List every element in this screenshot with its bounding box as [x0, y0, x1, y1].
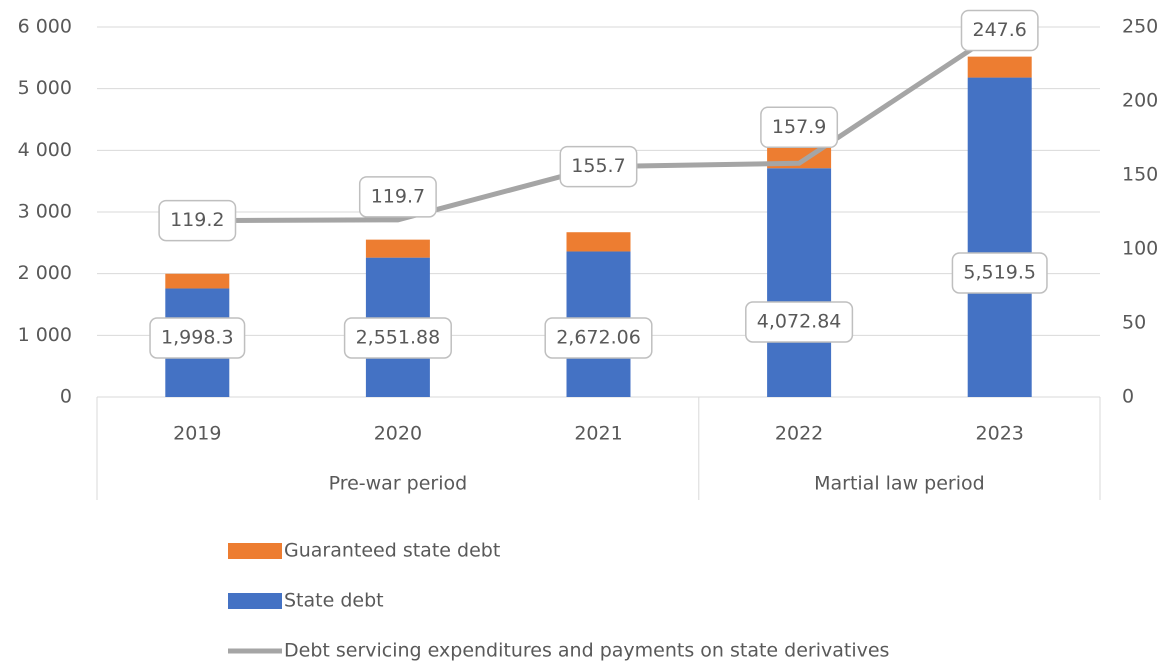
x-tick-label: 2021 [574, 423, 622, 445]
line-value-label-box [559, 145, 638, 188]
y2-tick-label: 250 [1122, 16, 1158, 38]
line-value-label: 119.7 [371, 185, 425, 207]
y-tick-label: 6 000 [18, 16, 72, 38]
legend-swatch [228, 543, 282, 559]
bar [967, 56, 1032, 78]
total-label-box [343, 317, 452, 359]
total-label-box [951, 252, 1048, 294]
total-label: 1,998.3 [161, 327, 234, 349]
y2-tick-label: 0 [1122, 386, 1134, 408]
legend-label: Guaranteed state debt [284, 540, 500, 562]
bar [767, 168, 832, 397]
x-tick-label: 2022 [775, 423, 823, 445]
line-value-label: 247.6 [972, 19, 1026, 41]
y-tick-label: 3 000 [18, 201, 72, 223]
y-tick-label: 2 000 [18, 262, 72, 284]
y-tick-label: 4 000 [18, 139, 72, 161]
total-label: 4,072.84 [757, 311, 842, 333]
y-tick-label: 1 000 [18, 324, 72, 346]
total-label: 2,672.06 [556, 327, 641, 349]
y2-tick-label: 200 [1122, 90, 1158, 112]
legend-swatch [228, 593, 282, 609]
line-value-label-box [358, 176, 437, 218]
y-tick-label: 5 000 [18, 77, 72, 99]
line-value-label-box [760, 106, 839, 149]
line-value-label: 155.7 [571, 155, 625, 177]
x-tick-label: 2023 [976, 423, 1024, 445]
legend-label: Debt servicing expenditures and payments… [284, 640, 889, 662]
x-tick-label: 2020 [374, 423, 422, 445]
group-label: Martial law period [814, 473, 985, 495]
group-label: Pre-war period [329, 473, 468, 495]
y-tick-label: 0 [60, 386, 72, 408]
bar [566, 232, 631, 252]
line-series [197, 28, 1002, 224]
total-label-box [149, 317, 246, 359]
total-label: 5,519.5 [963, 262, 1036, 284]
bar [365, 239, 430, 258]
line-value-label-box [960, 9, 1039, 52]
total-label: 2,551.88 [356, 327, 441, 349]
y2-tick-label: 150 [1122, 164, 1158, 186]
bar [165, 273, 230, 289]
x-tick-label: 2019 [173, 423, 221, 445]
line-value-label: 157.9 [772, 116, 826, 138]
legend-label: State debt [284, 590, 384, 612]
total-label-box [745, 301, 854, 343]
bar [967, 77, 1032, 398]
y2-tick-label: 50 [1122, 312, 1146, 334]
total-label-box [544, 317, 653, 359]
y2-tick-label: 100 [1122, 238, 1158, 260]
line-value-label: 119.2 [170, 209, 224, 231]
line-value-label-box [158, 199, 237, 242]
